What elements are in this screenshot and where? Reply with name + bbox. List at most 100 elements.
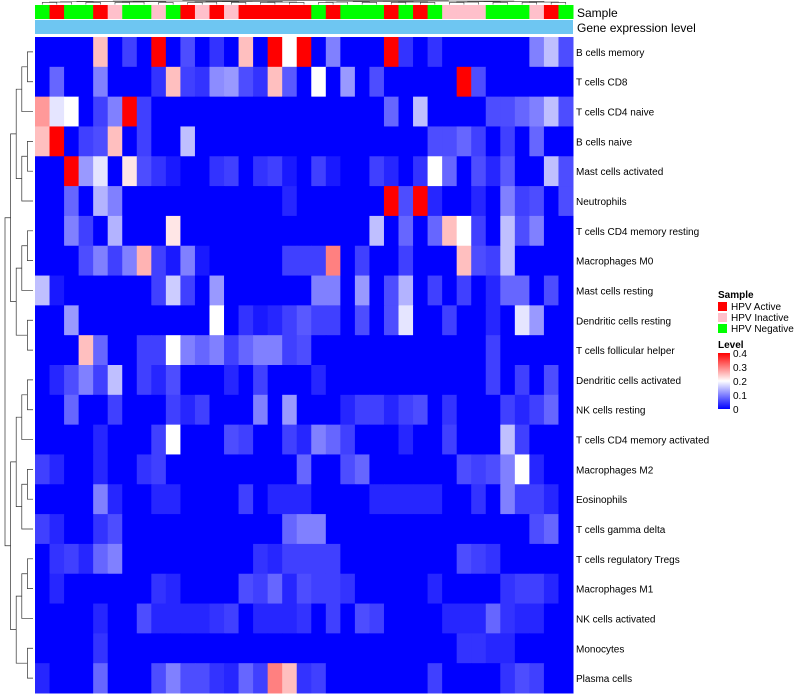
heatmap-cell — [311, 245, 327, 277]
heatmap-cell — [325, 543, 341, 575]
heatmap-cell — [165, 543, 181, 575]
heatmap-cell — [413, 335, 429, 366]
heatmap-cell — [78, 633, 94, 664]
heatmap-cell — [514, 663, 530, 694]
heatmap-cell — [369, 156, 385, 187]
heatmap-cell — [267, 126, 283, 157]
sample-annotation-cell — [122, 5, 138, 19]
heatmap-cell — [500, 484, 516, 515]
heatmap-cell — [383, 543, 400, 575]
heatmap-cell — [442, 365, 458, 396]
sample-annotation-cell — [413, 5, 429, 19]
heatmap-cell — [35, 335, 51, 366]
heatmap-cell — [253, 126, 269, 157]
heatmap-cell — [413, 156, 429, 187]
heatmap-cell — [238, 633, 254, 664]
heatmap-cell — [354, 66, 370, 98]
heatmap-cell — [456, 245, 472, 277]
heatmap-cell — [136, 603, 152, 634]
heatmap-cell — [267, 573, 283, 605]
heatmap-cell — [369, 245, 385, 277]
heatmap-cell — [311, 186, 327, 217]
heatmap-cell — [311, 663, 327, 694]
heatmap-cell — [500, 454, 516, 485]
heatmap-cell — [93, 186, 109, 217]
heatmap-cell — [543, 156, 559, 187]
heatmap-cell — [529, 633, 545, 664]
sample-legend-label: HPV Inactive — [731, 313, 789, 324]
heatmap-cell — [238, 603, 254, 634]
heatmap-cell — [180, 126, 196, 157]
heatmap-cell — [267, 305, 283, 336]
level-legend-title: Level — [718, 340, 744, 351]
heatmap-cell — [238, 573, 254, 605]
heatmap-cell — [383, 305, 400, 336]
sample-annotation-cell — [267, 5, 283, 19]
heatmap-cell — [209, 633, 225, 664]
heatmap-cell — [49, 96, 65, 127]
heatmap-cell — [107, 424, 123, 455]
heatmap-cell — [35, 573, 51, 605]
heatmap-cell — [253, 484, 269, 515]
heatmap-cell — [107, 663, 123, 694]
heatmap-cell — [427, 365, 443, 396]
heatmap-cell — [354, 305, 370, 336]
row-label: Eosinophils — [576, 495, 627, 506]
heatmap-cell — [49, 484, 65, 515]
column-dendrogram-branch — [550, 2, 567, 5]
heatmap-cell — [194, 275, 210, 306]
heatmap-cell — [325, 156, 341, 187]
column-dendrogram-branch — [230, 2, 247, 5]
heatmap-cell — [558, 245, 574, 277]
heatmap-cell — [93, 37, 109, 68]
heatmap-cell — [64, 156, 80, 187]
heatmap-cell — [253, 633, 269, 664]
heatmap-cell — [514, 424, 530, 455]
heatmap-cell — [238, 454, 254, 485]
heatmap-cell — [311, 305, 327, 336]
heatmap-cell — [413, 215, 429, 247]
heatmap-cell — [398, 37, 414, 68]
sample-annotation-cell — [558, 5, 574, 19]
heatmap-cell — [456, 454, 472, 485]
heatmap-cell — [471, 37, 487, 68]
heatmap-cell — [514, 543, 530, 575]
heatmap-cell — [49, 186, 65, 217]
heatmap-cell — [442, 424, 458, 455]
heatmap-cell — [340, 96, 356, 127]
heatmap-cell — [340, 126, 356, 157]
heatmap-cell — [529, 454, 545, 485]
heatmap-cell — [107, 156, 123, 187]
heatmap-cell — [78, 514, 94, 545]
heatmap-cell — [49, 215, 65, 247]
heatmap-cell — [180, 37, 196, 68]
column-dendrogram-branch — [420, 2, 436, 5]
heatmap-cell — [49, 603, 65, 634]
heatmap-cell — [413, 186, 429, 217]
heatmap-cell — [500, 603, 516, 634]
heatmap-cell — [369, 603, 385, 634]
heatmap-cell — [543, 66, 559, 98]
heatmap-cell — [558, 275, 574, 306]
heatmap-cell — [180, 215, 196, 247]
heatmap-cell — [543, 603, 559, 634]
heatmap-cell — [296, 514, 312, 545]
heatmap-cell — [354, 573, 370, 605]
heatmap-cell — [151, 275, 167, 306]
heatmap-cell — [369, 96, 385, 127]
heatmap-cell — [558, 66, 574, 98]
heatmap-cell — [209, 514, 225, 545]
heatmap-cell — [165, 156, 181, 187]
heatmap-cell — [253, 215, 269, 247]
heatmap-cell — [398, 603, 414, 634]
heatmap-cell — [209, 245, 225, 277]
heatmap-cell — [49, 454, 65, 485]
heatmap-cell — [500, 365, 516, 396]
heatmap-cell — [558, 305, 574, 336]
heatmap-cell — [325, 633, 341, 664]
heatmap-cell — [107, 275, 123, 306]
heatmap-cell — [35, 96, 51, 127]
heatmap-cell — [529, 394, 545, 426]
heatmap-cell — [427, 543, 443, 575]
